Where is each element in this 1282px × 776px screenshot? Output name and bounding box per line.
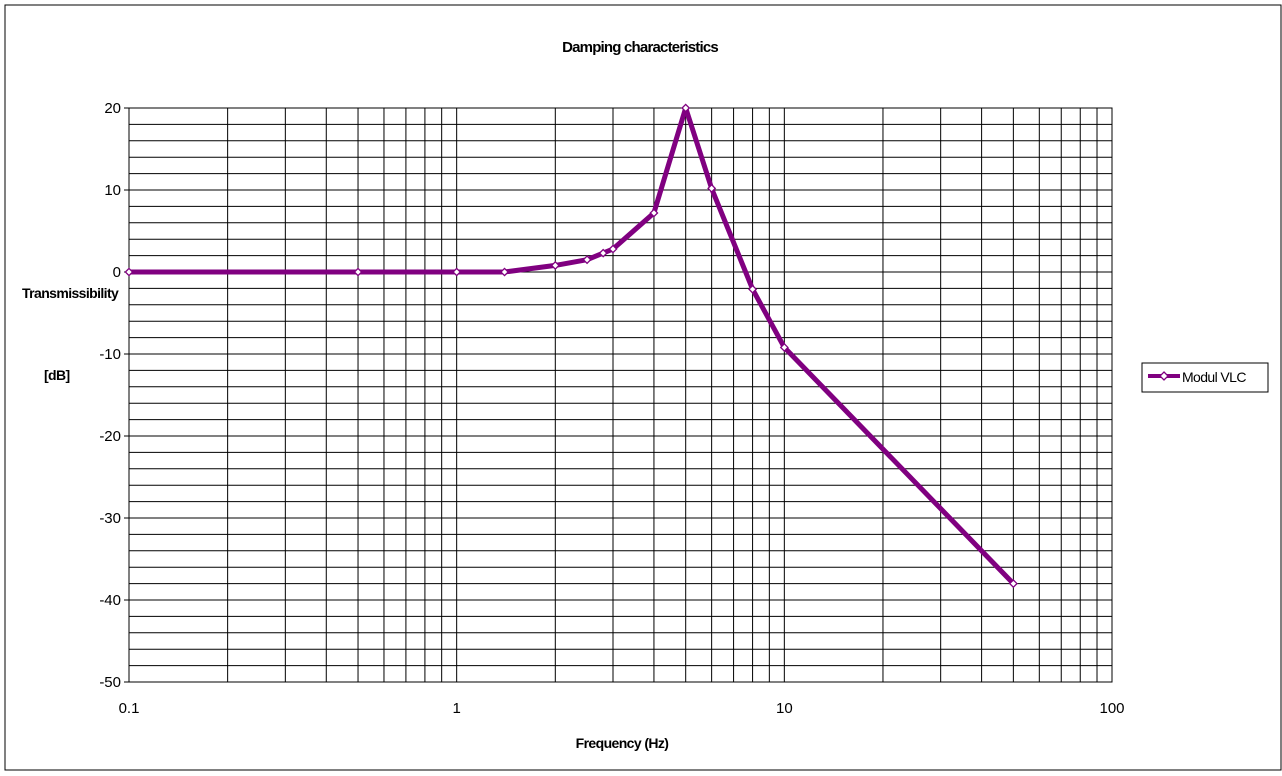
data-point-marker bbox=[582, 255, 592, 265]
legend-series-name: Modul VLC bbox=[1182, 369, 1246, 385]
data-point-marker bbox=[550, 260, 560, 270]
data-point-marker bbox=[500, 267, 510, 277]
data-point-marker bbox=[707, 183, 717, 193]
y-tick-label: 20 bbox=[104, 100, 121, 117]
y-tick-label: 10 bbox=[104, 182, 121, 199]
legend-marker bbox=[1159, 371, 1169, 381]
chart-frame bbox=[4, 4, 1282, 771]
y-tick-label: 0 bbox=[113, 264, 121, 281]
x-tick-label: 10 bbox=[776, 700, 793, 717]
y-axis-label-line1: Transmissibility bbox=[22, 285, 119, 301]
series-line bbox=[126, 105, 1016, 587]
data-point-marker bbox=[608, 244, 618, 254]
series-layer bbox=[124, 103, 1018, 589]
data-point-marker bbox=[1008, 579, 1018, 589]
x-tick-label: 0.1 bbox=[119, 700, 140, 717]
data-point-marker bbox=[779, 342, 789, 352]
data-point-marker bbox=[452, 267, 462, 277]
y-axis-label-line2: [dB] bbox=[44, 367, 70, 383]
data-point-marker bbox=[748, 284, 758, 294]
data-point-marker bbox=[681, 103, 691, 113]
data-point-marker bbox=[649, 208, 659, 218]
chart-title: Damping characteristics bbox=[562, 39, 718, 56]
grid-lines bbox=[128, 107, 1112, 683]
plot-area-border bbox=[128, 107, 1113, 683]
data-point-marker bbox=[353, 267, 363, 277]
y-tick-label: -40 bbox=[99, 592, 121, 609]
y-tick-label: -30 bbox=[99, 510, 121, 527]
x-axis-label: Frequency (Hz) bbox=[576, 735, 669, 751]
legend: Modul VLC bbox=[1141, 362, 1269, 393]
data-point-marker bbox=[124, 267, 134, 277]
data-point-marker bbox=[598, 248, 608, 258]
x-tick-label: 100 bbox=[1099, 700, 1124, 717]
y-tick-label: -20 bbox=[99, 428, 121, 445]
y-tick-label: -50 bbox=[99, 674, 121, 691]
y-tick-label: -10 bbox=[99, 346, 121, 363]
x-tick-label: 1 bbox=[452, 700, 460, 717]
